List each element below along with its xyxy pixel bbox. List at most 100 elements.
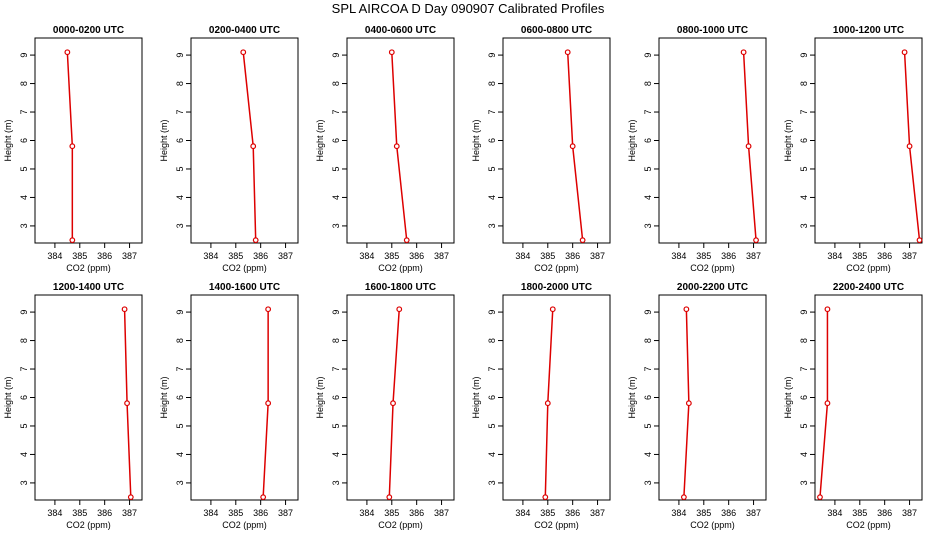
y-tick-label: 3: [487, 223, 497, 228]
y-tick-label: 7: [19, 110, 29, 115]
x-tick-label: 384: [827, 508, 842, 518]
y-tick-label: 4: [643, 452, 653, 457]
y-tick-label: 5: [643, 166, 653, 171]
y-axis-label: Height (m): [627, 119, 637, 161]
y-tick-label: 6: [643, 395, 653, 400]
profile-point: [265, 400, 272, 407]
y-tick-label: 8: [799, 338, 809, 343]
y-axis-label: Height (m): [159, 119, 169, 161]
panel-title: 2000-2200 UTC: [677, 282, 748, 293]
panel-title: 0800-1000 UTC: [677, 25, 748, 36]
x-tick-label: 387: [590, 251, 605, 261]
panel-title: 0000-0200 UTC: [53, 25, 124, 36]
y-tick-label: 5: [487, 166, 497, 171]
x-tick-label: 385: [696, 251, 711, 261]
profile-point: [240, 49, 247, 56]
profile-point: [549, 306, 556, 313]
profile-point: [127, 494, 134, 501]
y-tick-label: 5: [643, 423, 653, 428]
x-tick-label: 385: [852, 251, 867, 261]
y-tick-label: 8: [19, 81, 29, 86]
y-tick-label: 4: [19, 195, 29, 200]
y-tick-label: 8: [487, 81, 497, 86]
x-tick-label: 387: [902, 251, 917, 261]
x-tick-label: 387: [746, 508, 761, 518]
y-axis-label: Height (m): [159, 376, 169, 418]
y-tick-label: 6: [643, 138, 653, 143]
y-axis-label: Height (m): [783, 119, 793, 161]
plot-frame: [346, 37, 455, 244]
y-axis-label: Height (m): [3, 376, 13, 418]
y-tick-label: 5: [487, 423, 497, 428]
y-tick-label: 6: [175, 395, 185, 400]
plot-frame: [190, 294, 299, 501]
panel: 1800-2000 UTC 384 385 386 387 3 4 5 6 7 8 9 CO2 (ppm…: [471, 282, 611, 530]
y-tick-label: 4: [175, 195, 185, 200]
panel: 0800-1000 UTC 384 385 386 387 3 4 5 6 7 8 9 CO2 (ppm…: [627, 25, 767, 273]
y-tick-label: 7: [643, 367, 653, 372]
profile-point: [824, 306, 831, 313]
x-axis-label: CO2 (ppm): [690, 520, 735, 530]
x-tick-label: 384: [203, 508, 218, 518]
y-tick-label: 3: [331, 223, 341, 228]
panel: 1400-1600 UTC 384 385 386 387 3 4 5 6 7 8 9 CO2 (ppm…: [159, 282, 299, 530]
y-tick-label: 9: [487, 53, 497, 58]
profile-point: [680, 494, 687, 501]
x-tick-label: 387: [278, 251, 293, 261]
y-tick-label: 9: [175, 53, 185, 58]
y-tick-label: 3: [19, 223, 29, 228]
profile-point: [390, 400, 396, 407]
panel: 2000-2200 UTC 384 385 386 387 3 4 5 6 7 8 9 CO2 (ppm…: [627, 282, 767, 530]
y-tick-label: 9: [331, 310, 341, 315]
x-axis-label: CO2 (ppm): [846, 263, 891, 273]
profile-point: [569, 143, 576, 150]
plot-frame: [502, 294, 611, 501]
profile-point: [740, 49, 747, 56]
y-tick-label: 6: [331, 138, 341, 143]
y-tick-label: 4: [331, 195, 341, 200]
y-tick-label: 3: [175, 223, 185, 228]
x-tick-label: 386: [877, 251, 892, 261]
x-tick-label: 386: [409, 251, 424, 261]
profile-point: [683, 306, 690, 313]
profile-point: [121, 306, 128, 313]
x-tick-label: 385: [696, 508, 711, 518]
x-tick-label: 385: [72, 251, 87, 261]
x-tick-label: 384: [515, 251, 530, 261]
plot-frame: [658, 294, 767, 501]
x-tick-label: 384: [203, 251, 218, 261]
x-tick-label: 384: [47, 508, 62, 518]
x-tick-label: 385: [540, 251, 555, 261]
panel-title: 0400-0600 UTC: [365, 25, 436, 36]
x-tick-label: 386: [721, 508, 736, 518]
y-tick-label: 5: [331, 166, 341, 171]
x-axis-label: CO2 (ppm): [534, 520, 579, 530]
y-tick-label: 4: [799, 195, 809, 200]
x-tick-label: 386: [253, 251, 268, 261]
y-tick-label: 4: [175, 452, 185, 457]
y-tick-label: 3: [799, 223, 809, 228]
x-tick-label: 384: [359, 508, 374, 518]
y-tick-label: 5: [799, 166, 809, 171]
profile-point: [564, 49, 571, 56]
x-axis-label: CO2 (ppm): [846, 520, 891, 530]
y-tick-label: 8: [175, 338, 185, 343]
panel: 0600-0800 UTC 384 385 386 387 3 4 5 6 7 8 9 CO2 (ppm…: [471, 25, 611, 273]
panel-title: 1000-1200 UTC: [833, 25, 904, 36]
x-tick-label: 387: [278, 508, 293, 518]
y-tick-label: 8: [331, 338, 341, 343]
x-axis-label: CO2 (ppm): [534, 263, 579, 273]
y-tick-label: 9: [799, 53, 809, 58]
y-tick-label: 7: [799, 110, 809, 115]
x-tick-label: 387: [746, 251, 761, 261]
x-tick-label: 387: [590, 508, 605, 518]
x-axis-label: CO2 (ppm): [378, 520, 423, 530]
y-tick-label: 5: [19, 166, 29, 171]
x-axis-label: CO2 (ppm): [690, 263, 735, 273]
x-tick-label: 386: [97, 251, 112, 261]
x-tick-label: 384: [671, 251, 686, 261]
y-tick-label: 5: [331, 423, 341, 428]
y-tick-label: 9: [175, 310, 185, 315]
y-tick-label: 5: [799, 423, 809, 428]
